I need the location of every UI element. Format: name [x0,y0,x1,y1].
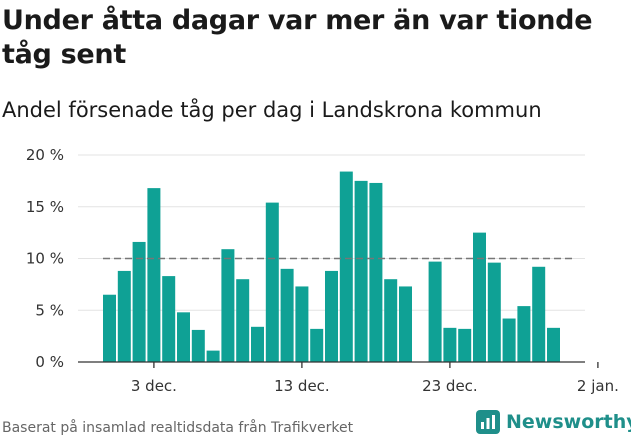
bar [502,318,516,362]
newsworthy-logo: Newsworthy [476,408,631,436]
bar [162,276,176,362]
bar [295,286,309,362]
bar [384,279,398,362]
bar [547,327,560,362]
x-tick-label: 13 dec. [274,377,330,395]
bar [473,232,486,362]
source-note: Baserat på insamlad realtidsdata från Tr… [2,420,354,436]
bar [103,294,116,362]
y-tick-label: 20 % [26,146,64,164]
bar [280,268,294,362]
y-tick-label: 15 % [26,198,64,216]
bar-chart-icon [476,410,500,434]
chart-title: Under åtta dagar var mer än var tionde t… [2,5,593,70]
bar [251,326,264,362]
bar [369,182,383,362]
bar [458,328,472,362]
x-tick-label: 2 jan. [577,377,619,395]
brand-name: Newsworthy [506,411,631,433]
x-tick-label: 23 dec. [422,377,478,395]
bar-layer [103,171,560,362]
bar [191,329,205,362]
bar [206,350,220,362]
bar [399,286,412,362]
bar [147,188,161,362]
axis-layer: 0 % 5 % 10 % 15 % 20 % 3 dec. 13 dec. 23 dec. 2 … [26,146,619,395]
bar [117,270,131,362]
bar [177,312,190,362]
x-tick-label: 3 dec. [131,377,177,395]
bar [443,327,457,362]
bar [265,202,279,362]
bar [487,262,501,362]
bar [428,261,442,362]
y-tick-label: 5 % [35,301,64,319]
y-tick-label: 0 % [35,353,64,371]
y-tick-label: 10 % [26,250,64,268]
bar [354,180,368,362]
chart-subtitle: Andel försenade tåg per dag i Landskrona… [2,98,542,122]
bar [236,279,250,362]
bar [325,270,338,362]
delayed-trains-bar-chart: 0 % 5 % 10 % 15 % 20 % 3 dec. 13 dec. 23 dec. 2 … [26,146,619,395]
bar [532,266,546,362]
bar [221,249,235,362]
bar [310,328,324,362]
bar [132,241,146,362]
bar [517,306,531,362]
bar [339,171,353,362]
